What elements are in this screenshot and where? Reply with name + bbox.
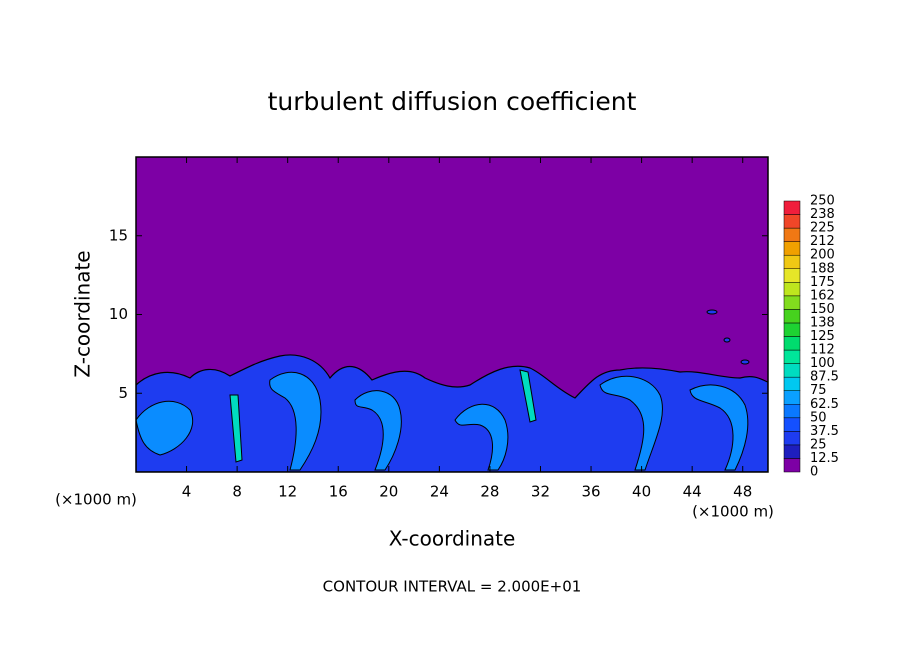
- field-speck: [706, 309, 718, 315]
- x-unit-label: (×1000 m): [692, 503, 774, 521]
- x-tick-label: 12: [278, 483, 297, 501]
- field-mid: [354, 390, 402, 471]
- field-high: [229, 394, 243, 463]
- colorbar-swatch: [783, 200, 801, 215]
- colorbar-label: 175: [810, 275, 835, 290]
- colorbar-label: 100: [810, 356, 835, 371]
- colorbar-label: 125: [810, 329, 835, 344]
- colorbar-label: 188: [810, 261, 835, 276]
- x-unit-label: (×1000 m): [55, 491, 137, 509]
- y-axis-label: Z-coordinate: [71, 250, 95, 377]
- field-mid: [689, 384, 749, 471]
- colorbar-label: 0: [810, 465, 818, 480]
- field-mid: [269, 371, 322, 471]
- colorbar-swatch: [783, 349, 801, 364]
- x-tick-label: 44: [683, 483, 702, 501]
- colorbar-label: 12.5: [810, 451, 839, 466]
- colorbar-label: 250: [810, 194, 835, 209]
- x-tick-label: 28: [480, 483, 499, 501]
- colorbar-swatch: [783, 458, 801, 473]
- colorbar-swatch: [783, 214, 801, 229]
- colorbar-label: 138: [810, 315, 835, 330]
- x-tick-label: 4: [182, 483, 192, 501]
- colorbar-label: 50: [810, 410, 827, 425]
- x-axis-label: X-coordinate: [389, 527, 516, 551]
- field-high: [519, 369, 537, 423]
- field-speck: [723, 337, 731, 343]
- colorbar-swatch: [783, 282, 801, 297]
- colorbar-swatch: [783, 363, 801, 378]
- colorbar-label: 112: [810, 343, 835, 358]
- x-tick-label: 16: [329, 483, 348, 501]
- y-tick-label: 15: [109, 226, 128, 244]
- colorbar-label: 25: [810, 437, 827, 452]
- colorbar-swatch: [783, 254, 801, 269]
- colorbar-swatch: [783, 404, 801, 419]
- y-tick-label: 5: [118, 384, 128, 402]
- x-tick-label: 40: [632, 483, 651, 501]
- field: [136, 309, 768, 472]
- x-tick-label: 32: [531, 483, 550, 501]
- colorbar-label: 87.5: [810, 370, 839, 385]
- field-speck: [740, 359, 750, 365]
- colorbar-swatch: [783, 227, 801, 242]
- colorbar-label: 62.5: [810, 397, 839, 412]
- x-tick-label: 24: [430, 483, 449, 501]
- x-tick-label: 20: [379, 483, 398, 501]
- colorbar-swatch: [783, 444, 801, 459]
- colorbar-swatch: [783, 322, 801, 337]
- x-tick-label: 48: [733, 483, 752, 501]
- colorbar-swatch: [783, 241, 801, 256]
- field-mid: [454, 403, 509, 471]
- x-tick-label: 36: [581, 483, 600, 501]
- chart-title: turbulent diffusion coefficient: [268, 87, 637, 116]
- colorbar-swatch: [783, 417, 801, 432]
- colorbar-label: 238: [810, 207, 835, 222]
- colorbar-label: 37.5: [810, 424, 839, 439]
- colorbar-label: 75: [810, 383, 827, 398]
- colorbar-swatch: [783, 431, 801, 446]
- colorbar-swatch: [783, 295, 801, 310]
- colorbar-swatch: [783, 336, 801, 351]
- colorbar-label: 200: [810, 248, 835, 263]
- colorbar-swatch: [783, 376, 801, 391]
- colorbar-label: 162: [810, 288, 835, 303]
- colorbar-label: 212: [810, 234, 835, 249]
- colorbar-swatch: [783, 309, 801, 324]
- colorbar-swatch: [783, 268, 801, 283]
- x-tick-label: 8: [232, 483, 242, 501]
- colorbar-label: 225: [810, 221, 835, 236]
- field-mid: [136, 400, 194, 456]
- y-tick-label: 10: [109, 305, 128, 323]
- colorbar-swatch: [783, 390, 801, 405]
- annotation: CONTOUR INTERVAL = 2.000E+01: [323, 578, 582, 596]
- colorbar-label: 150: [810, 302, 835, 317]
- field-mid: [599, 375, 663, 471]
